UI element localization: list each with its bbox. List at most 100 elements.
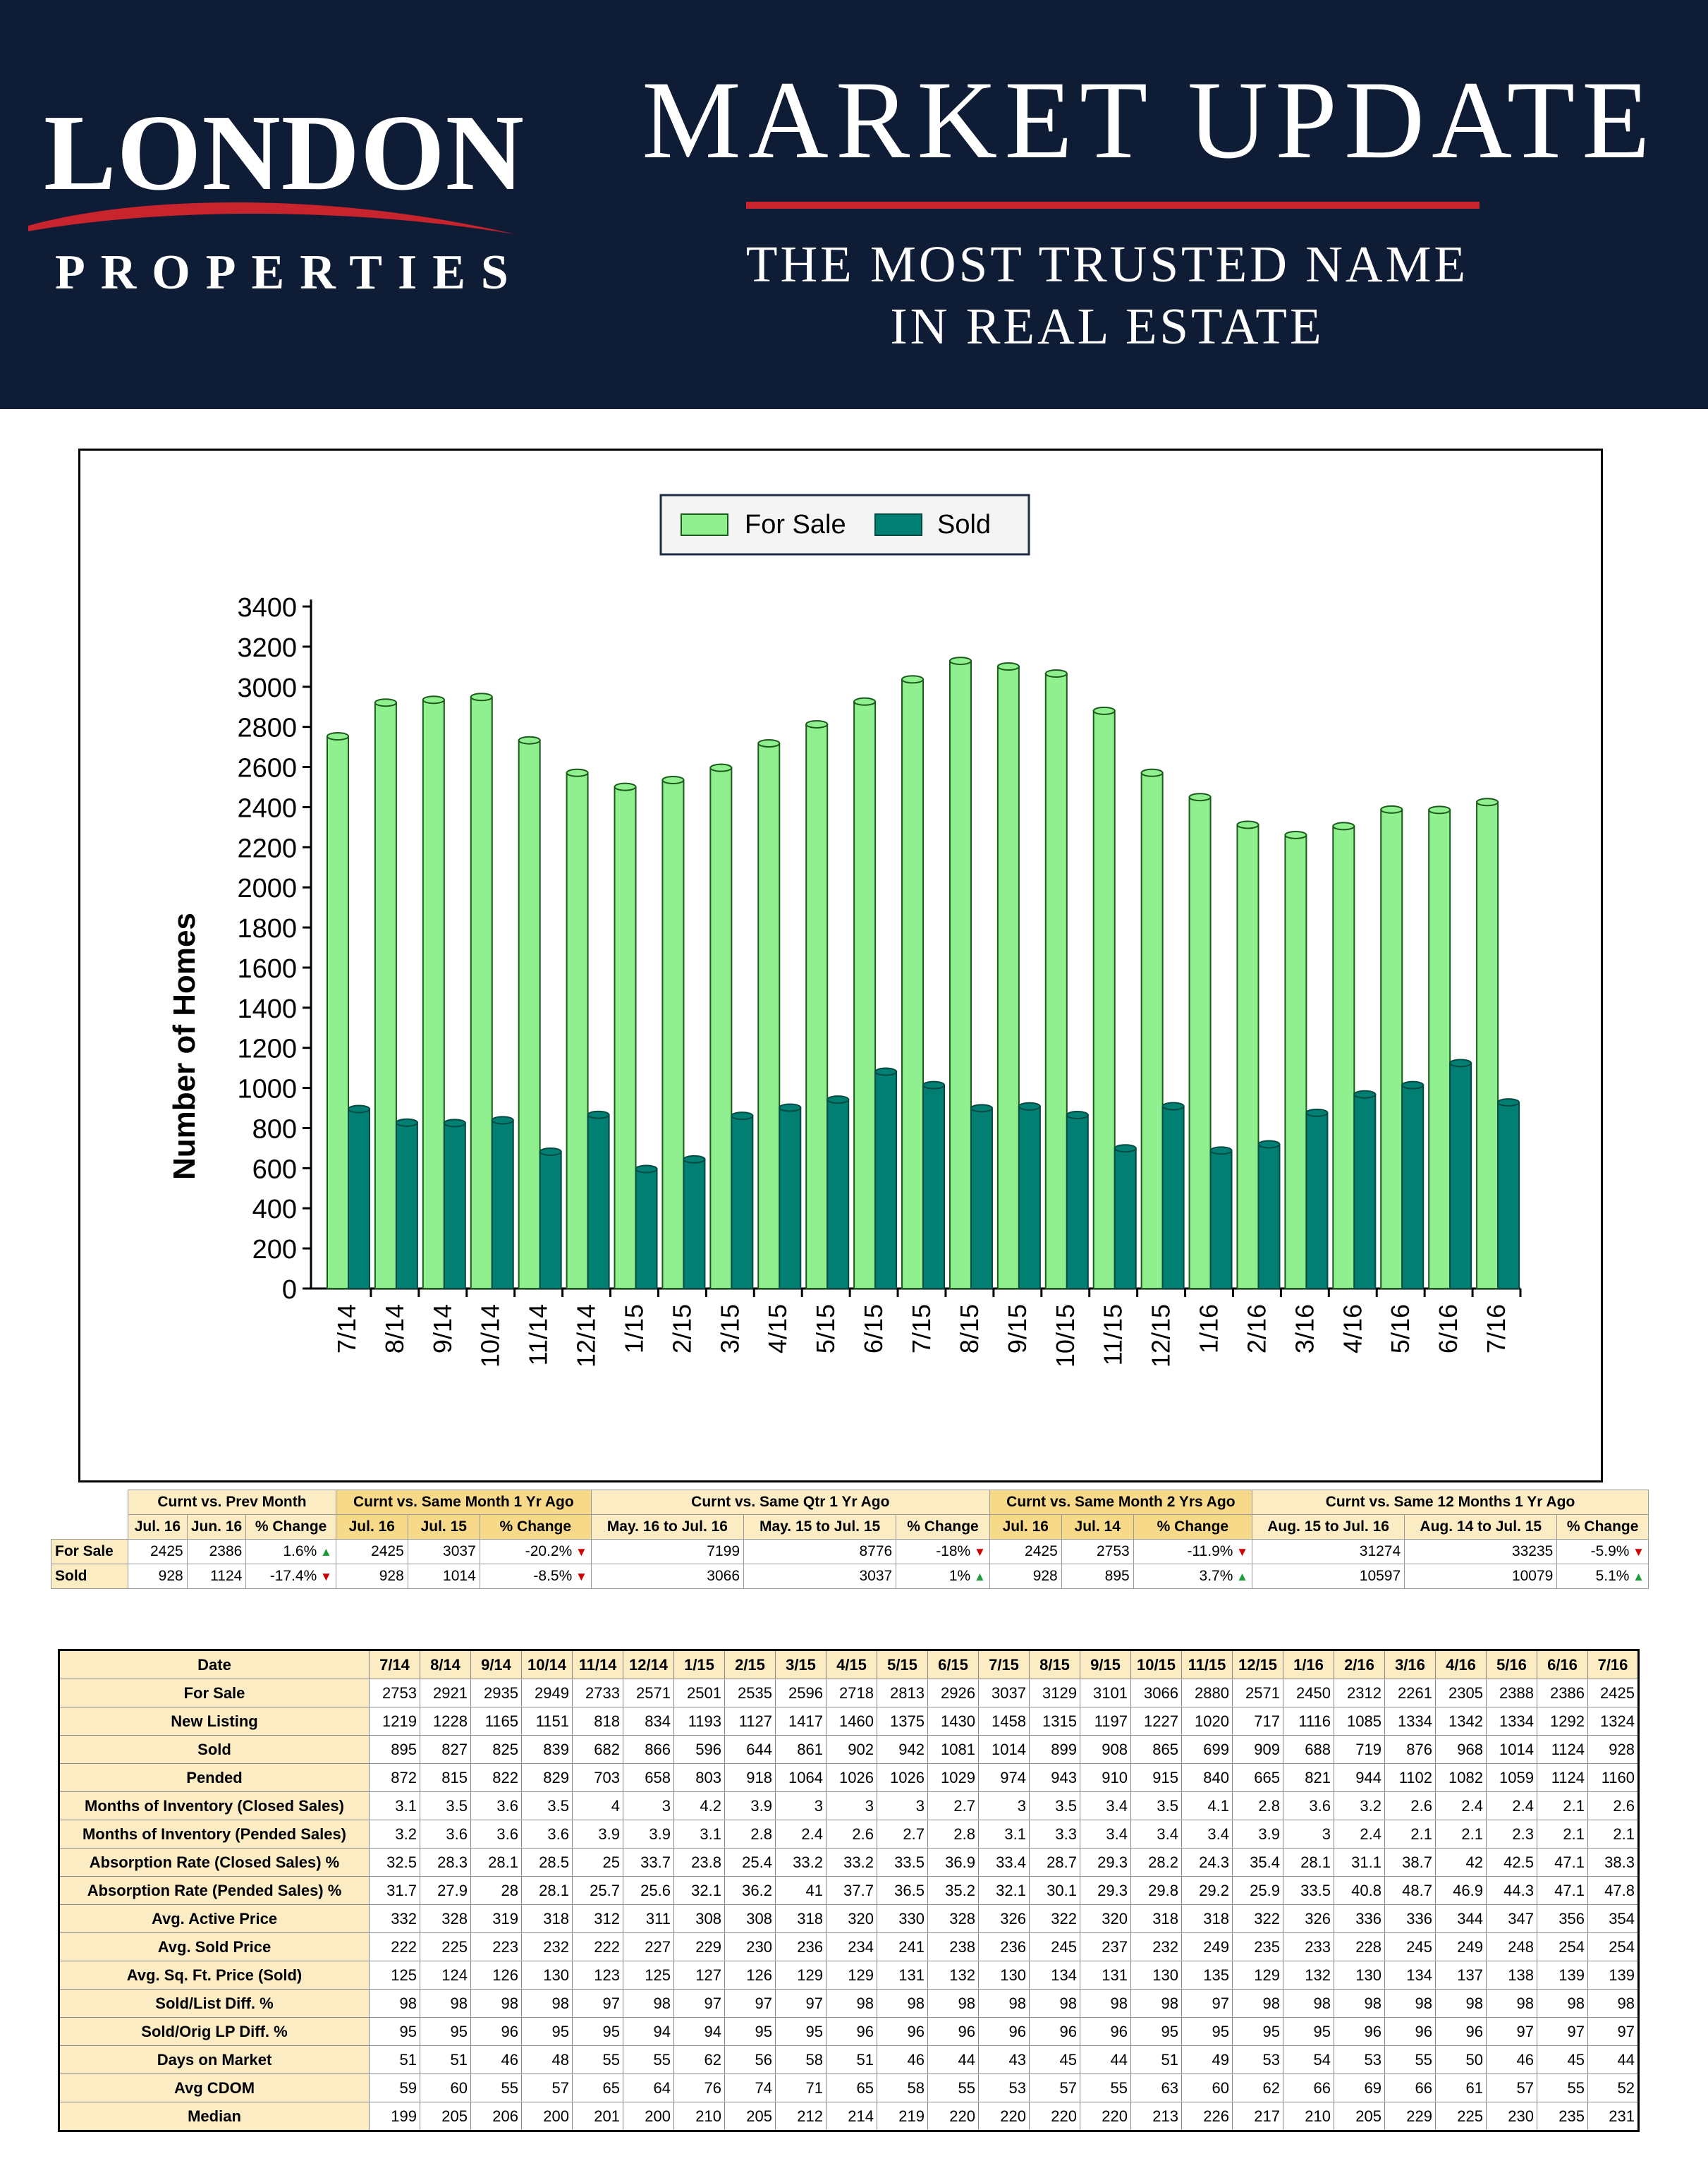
stats-cell: 3101 bbox=[1080, 1679, 1131, 1707]
stats-cell: 95 bbox=[1130, 2017, 1182, 2046]
bar-sold bbox=[1353, 1093, 1377, 1289]
stats-cell: 55 bbox=[1537, 2074, 1588, 2102]
bar-for-sale-cap bbox=[709, 763, 733, 772]
stats-cell: 66 bbox=[1283, 2074, 1334, 2102]
stats-cell: 944 bbox=[1334, 1763, 1385, 1792]
stats-date-header: 3/15 bbox=[775, 1650, 826, 1679]
bar-for-sale-cap bbox=[948, 657, 972, 666]
stats-cell: 98 bbox=[420, 1989, 471, 2018]
stats-cell: 45 bbox=[1537, 2045, 1588, 2074]
x-tick-label: 12/14 bbox=[572, 1304, 601, 1368]
stats-cell: 658 bbox=[623, 1763, 674, 1792]
stats-cell: 97 bbox=[775, 1989, 826, 2018]
comparison-cell: 928 bbox=[128, 1564, 188, 1589]
bar-sold bbox=[395, 1121, 418, 1289]
stats-cell: 1014 bbox=[1486, 1735, 1537, 1764]
stats-cell: 58 bbox=[775, 2045, 826, 2074]
comparison-subheader: % Change bbox=[479, 1514, 592, 1540]
bar-for-sale bbox=[374, 702, 397, 1290]
stats-cell: 97 bbox=[572, 1989, 623, 2018]
stats-cell: 95 bbox=[1181, 2017, 1233, 2046]
stats-cell: 57 bbox=[1029, 2074, 1080, 2102]
stats-cell: 2.3 bbox=[1486, 1820, 1537, 1849]
stats-cell: 902 bbox=[826, 1735, 877, 1764]
stats-cell: 29.3 bbox=[1080, 1848, 1131, 1877]
y-tick-label: 3200 bbox=[237, 633, 297, 663]
stats-cell: 232 bbox=[521, 1932, 573, 1961]
pct-change-value: 3.7% bbox=[1199, 1568, 1233, 1584]
comparison-cell: 2386 bbox=[186, 1539, 247, 1564]
stats-cell: 53 bbox=[978, 2074, 1030, 2102]
stats-cell: 138 bbox=[1486, 1961, 1537, 1990]
stats-cell: 206 bbox=[470, 2102, 522, 2131]
stats-cell: 1375 bbox=[877, 1707, 928, 1736]
stats-cell: 96 bbox=[1384, 2017, 1436, 2046]
bar-sold bbox=[587, 1114, 610, 1289]
arrow-down-icon: ▼ bbox=[970, 1545, 986, 1559]
stats-date-header: 2/16 bbox=[1334, 1650, 1385, 1679]
stats-cell: 69 bbox=[1334, 2074, 1385, 2102]
stats-cell: 54 bbox=[1283, 2045, 1334, 2074]
stats-date-header: 5/16 bbox=[1486, 1650, 1537, 1679]
stats-cell: 71 bbox=[775, 2074, 826, 2102]
stats-cell: 326 bbox=[978, 1904, 1030, 1933]
monthly-stats-table: Date 7/14 8/14 9/14 10/14 11/14 12/14 1/15 2/15 3… bbox=[58, 1649, 1640, 2132]
stats-cell: 4 bbox=[572, 1791, 623, 1820]
stats-cell: 126 bbox=[724, 1961, 776, 1990]
stats-cell: 213 bbox=[1130, 2102, 1182, 2131]
stats-cell: 95 bbox=[724, 2017, 776, 2046]
bar-for-sale bbox=[1140, 772, 1164, 1289]
stats-cell: 98 bbox=[1334, 1989, 1385, 2018]
legend-swatch-for-sale bbox=[681, 513, 728, 536]
stats-cell: 57 bbox=[521, 2074, 573, 2102]
comparison-pct-change: -18% ▼ bbox=[896, 1539, 990, 1564]
comparison-pct-change: -5.9% ▼ bbox=[1556, 1539, 1649, 1564]
bar-for-sale-cap bbox=[1092, 706, 1116, 715]
comparison-cell: 928 bbox=[335, 1564, 408, 1589]
stats-date-header: 11/14 bbox=[572, 1650, 623, 1679]
stats-cell: 3.9 bbox=[1232, 1820, 1283, 1849]
stats-cell: 28.2 bbox=[1130, 1848, 1182, 1877]
comparison-table: Curnt vs. Prev Month Curnt vs. Same Month… bbox=[50, 1490, 1649, 1589]
stats-cell: 126 bbox=[470, 1961, 522, 1990]
stats-cell: 98 bbox=[826, 1989, 877, 2018]
stats-cell: 322 bbox=[1029, 1904, 1080, 1933]
page-title: MARKET UPDATE bbox=[642, 59, 1657, 182]
stats-cell: 97 bbox=[1181, 1989, 1233, 2018]
y-tick-label: 3000 bbox=[237, 674, 297, 703]
stats-cell: 50 bbox=[1435, 2045, 1487, 2074]
stats-cell: 336 bbox=[1334, 1904, 1385, 1933]
stats-cell: 95 bbox=[521, 2017, 573, 2046]
stats-cell: 56 bbox=[724, 2045, 776, 2074]
stats-row: Avg CDOM 59 60 55 57 65 64 76 74 71 65 58 55 53 57 55 63… bbox=[59, 2074, 1639, 2102]
stats-cell: 968 bbox=[1435, 1735, 1487, 1764]
stats-date-header: 3/16 bbox=[1384, 1650, 1436, 1679]
stats-cell: 834 bbox=[623, 1707, 674, 1736]
comparison-subheader: % Change bbox=[1133, 1514, 1252, 1540]
stats-row-label: Months of Inventory (Closed Sales) bbox=[59, 1791, 370, 1820]
stats-cell: 2.4 bbox=[1334, 1820, 1385, 1849]
tagline-line-1: THE MOST TRUSTED NAME bbox=[745, 236, 1469, 293]
stats-cell: 803 bbox=[673, 1763, 725, 1792]
stats-cell: 123 bbox=[572, 1961, 623, 1990]
bar-for-sale bbox=[1332, 825, 1355, 1289]
stats-date-header: 11/15 bbox=[1181, 1650, 1233, 1679]
stats-row-label: For Sale bbox=[59, 1679, 370, 1707]
stats-cell: 49 bbox=[1181, 2045, 1233, 2074]
y-tick-label: 1400 bbox=[237, 994, 297, 1024]
bar-sold bbox=[922, 1084, 946, 1289]
stats-cell: 36.2 bbox=[724, 1876, 776, 1905]
stats-cell: 65 bbox=[572, 2074, 623, 2102]
stats-cell: 76 bbox=[673, 2074, 725, 2102]
comparison-cell: 8776 bbox=[743, 1539, 897, 1564]
stats-cell: 33.7 bbox=[623, 1848, 674, 1877]
stats-cell: 3.6 bbox=[470, 1791, 522, 1820]
stats-cell: 1334 bbox=[1384, 1707, 1436, 1736]
stats-cell: 55 bbox=[470, 2074, 522, 2102]
stats-cell: 3.1 bbox=[978, 1820, 1030, 1849]
y-tick-label: 1600 bbox=[237, 954, 297, 984]
stats-cell: 4.2 bbox=[673, 1791, 725, 1820]
bar-for-sale-cap bbox=[1476, 798, 1499, 807]
stats-cell: 1026 bbox=[826, 1763, 877, 1792]
stats-cell: 96 bbox=[1029, 2017, 1080, 2046]
